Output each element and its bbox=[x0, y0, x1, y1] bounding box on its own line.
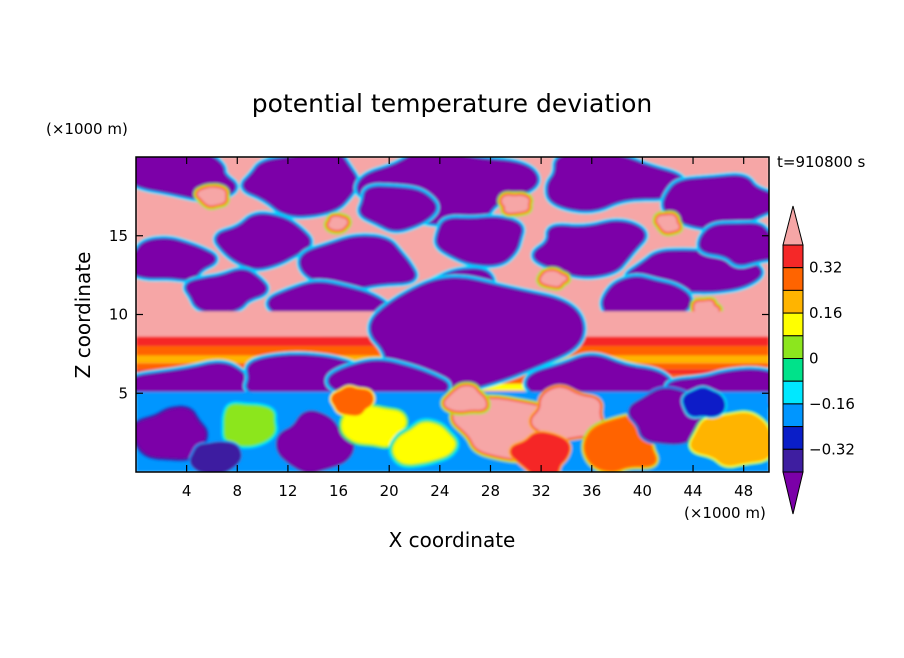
x-tick-label: 12 bbox=[278, 482, 297, 500]
x-axis: 4 8 12 16 20 24 28 32 36 40 44 48 bbox=[182, 157, 753, 500]
x-tick: 28 bbox=[481, 157, 500, 500]
x-tick-label: 44 bbox=[683, 482, 702, 500]
x-tick-label: 20 bbox=[380, 482, 399, 500]
colorbar-swatch bbox=[782, 426, 804, 450]
eddy-0 bbox=[136, 405, 209, 462]
field-contours bbox=[136, 157, 769, 472]
colorbar-swatch bbox=[782, 448, 804, 473]
eddy-2 bbox=[275, 410, 355, 472]
neg-patch-5 bbox=[136, 235, 219, 283]
x-tick-label: 8 bbox=[233, 482, 243, 500]
colorbar-label: 0 bbox=[809, 350, 819, 368]
pos-pocket-2 bbox=[652, 210, 684, 237]
neg-patch-6 bbox=[212, 210, 314, 272]
y-tick: 10 bbox=[109, 306, 769, 324]
pos-pocket-0 bbox=[193, 183, 230, 211]
y-tick-label: 15 bbox=[109, 227, 128, 245]
x-tick-label: 24 bbox=[430, 482, 449, 500]
x-tick: 36 bbox=[582, 157, 601, 500]
eddy-9 bbox=[687, 409, 769, 469]
lower-layer bbox=[136, 381, 769, 472]
pos-pocket-5 bbox=[536, 266, 572, 291]
colorbar-swatch bbox=[782, 267, 804, 291]
neg-patch-15 bbox=[356, 183, 440, 234]
colorbar-swatch bbox=[782, 289, 804, 314]
colorbar-swatch bbox=[782, 244, 804, 269]
colorbar-swatch bbox=[782, 312, 804, 337]
x-tick: 44 bbox=[683, 157, 703, 500]
x-tick: 24 bbox=[430, 157, 449, 500]
x-unit-label: (×1000 m) bbox=[684, 504, 766, 522]
x-tick-label: 28 bbox=[481, 482, 500, 500]
eddy-4 bbox=[388, 418, 460, 469]
colorbar-label: −0.16 bbox=[809, 395, 855, 413]
colorbar-label: 0.32 bbox=[809, 259, 842, 277]
pos-pocket-1 bbox=[497, 191, 534, 218]
colorbar: 0.32 0.16 0 −0.16 −0.32 bbox=[782, 205, 855, 515]
x-tick-label: 36 bbox=[582, 482, 601, 500]
neg-patch-9 bbox=[530, 217, 649, 280]
x-tick: 40 bbox=[633, 157, 652, 500]
neg-patch-11 bbox=[182, 266, 271, 317]
colorbar-label: −0.32 bbox=[809, 440, 855, 458]
colorbar-label: 0.16 bbox=[809, 304, 842, 322]
colorbar-swatch bbox=[782, 358, 804, 382]
neg-patch-0 bbox=[136, 157, 240, 203]
colorbar-extend-min bbox=[782, 471, 804, 515]
x-tick: 48 bbox=[734, 157, 753, 500]
x-tick-label: 40 bbox=[633, 482, 652, 500]
eddy-1 bbox=[221, 401, 278, 449]
y-tick: 5 bbox=[118, 384, 769, 402]
x-tick: 20 bbox=[380, 157, 399, 500]
eddy-12 bbox=[440, 381, 491, 416]
x-tick-label: 4 bbox=[182, 482, 192, 500]
x-tick: 4 bbox=[182, 157, 192, 500]
y-axis: 5 10 15 bbox=[109, 227, 769, 402]
neg-patch-8 bbox=[433, 213, 526, 269]
y-tick-label: 5 bbox=[118, 384, 128, 402]
plot-area bbox=[136, 157, 769, 472]
neg-patch-7 bbox=[296, 232, 419, 292]
x-tick: 16 bbox=[329, 157, 348, 500]
eddy-3 bbox=[338, 403, 409, 450]
colorbar-swatch bbox=[782, 335, 804, 359]
time-label: t=910800 s bbox=[777, 153, 865, 171]
neg-patch-17 bbox=[695, 220, 769, 269]
pos-pocket-3 bbox=[323, 212, 352, 235]
y-tick: 15 bbox=[109, 227, 769, 245]
x-tick: 32 bbox=[532, 157, 551, 500]
x-tick-label: 48 bbox=[734, 482, 753, 500]
x-axis-label: X coordinate bbox=[389, 528, 516, 552]
y-unit-label: (×1000 m) bbox=[46, 120, 128, 138]
neg-patch-1 bbox=[239, 157, 361, 220]
eddy-6 bbox=[528, 384, 607, 442]
eddy-10 bbox=[188, 440, 243, 472]
neg-patch-3 bbox=[543, 157, 688, 215]
neg-tongue bbox=[366, 274, 587, 398]
eddy-13 bbox=[508, 430, 572, 472]
x-tick: 8 bbox=[233, 157, 243, 500]
x-tick: 12 bbox=[278, 157, 297, 500]
colorbar-swatch bbox=[782, 403, 804, 428]
eddy-14 bbox=[681, 385, 727, 419]
eddy-11 bbox=[329, 385, 376, 418]
y-tick-label: 10 bbox=[109, 306, 128, 324]
x-tick-label: 16 bbox=[329, 482, 348, 500]
chart-title: potential temperature deviation bbox=[252, 89, 652, 118]
colorbar-swatch bbox=[782, 380, 804, 405]
colorbar-extend-max bbox=[782, 205, 804, 246]
x-tick-label: 32 bbox=[532, 482, 551, 500]
y-axis-label: Z coordinate bbox=[71, 252, 95, 379]
